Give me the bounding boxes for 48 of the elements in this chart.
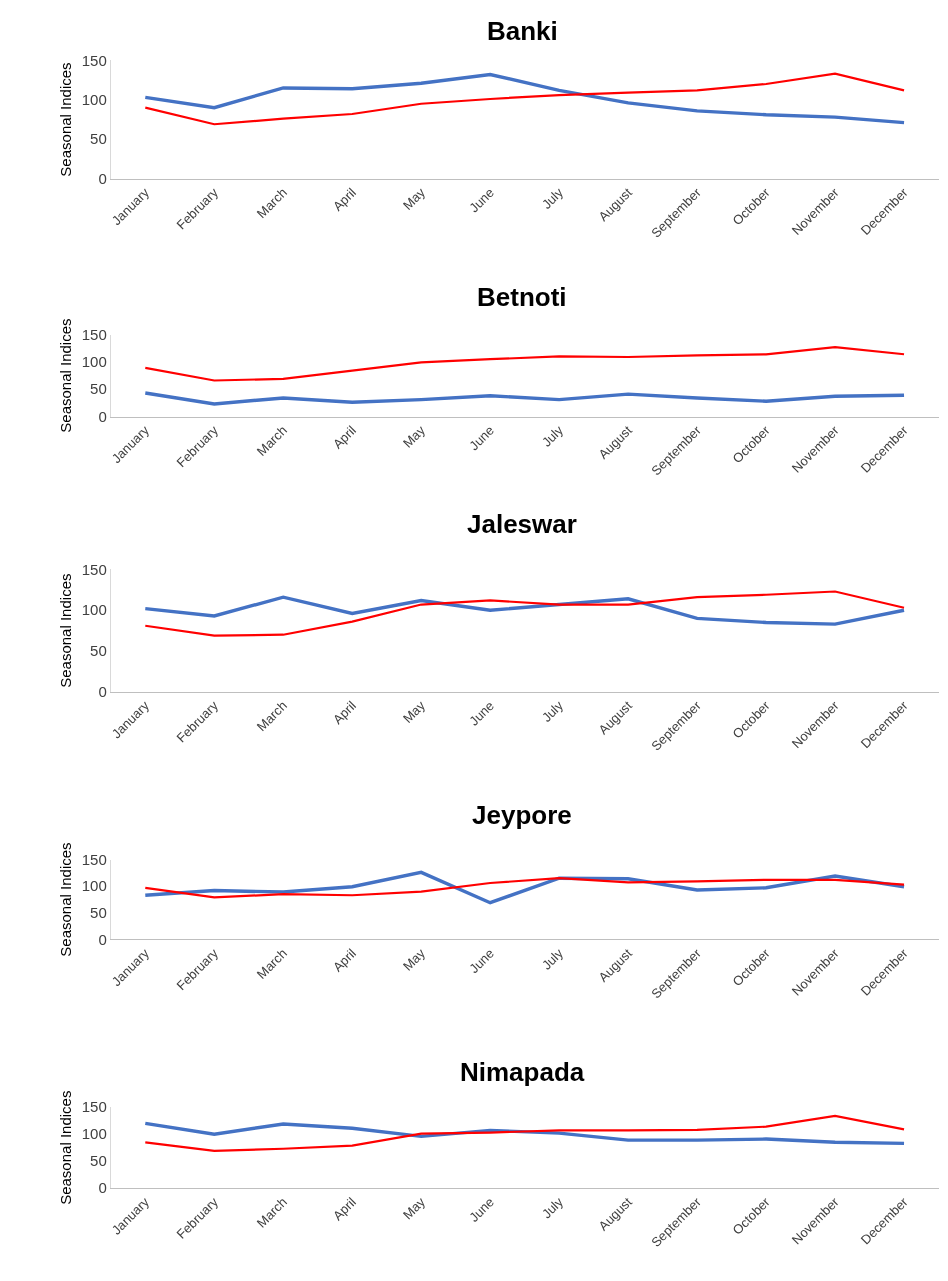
line-series (144, 877, 906, 899)
x-tick-label: May (399, 945, 429, 974)
line-series (143, 595, 906, 626)
y-tick-label: 100 (81, 91, 107, 109)
chart-title: Jeypore (472, 800, 572, 830)
chart-title: Jaleswar (467, 509, 577, 539)
y-tick-label: 50 (90, 904, 107, 922)
line-series (144, 346, 906, 382)
y-tick-label: 0 (98, 1179, 107, 1197)
y-tick-label: 50 (90, 642, 107, 660)
y-tick-label: 0 (98, 169, 107, 187)
y-tick-label: 150 (81, 1098, 107, 1116)
y-axis-title: Seasonal Indices (57, 62, 75, 177)
x-tick-label: May (399, 1194, 429, 1223)
x-tick-label: May (399, 422, 429, 451)
y-tick-label: 50 (90, 130, 107, 148)
x-tick-label: June (466, 184, 497, 216)
y-tick-label: 50 (90, 380, 107, 398)
y-axis-title: Seasonal Indices (57, 1090, 75, 1205)
y-tick-label: 150 (81, 51, 107, 69)
x-tick-label: July (538, 184, 567, 212)
chart-title: Betnoti (477, 282, 567, 312)
y-tick-label: 50 (90, 1152, 107, 1170)
x-tick-label: July (538, 945, 567, 973)
y-tick-label: 100 (81, 601, 107, 619)
chart-title: Banki (487, 16, 558, 46)
x-tick-label: May (399, 184, 429, 213)
y-tick-label: 0 (98, 407, 107, 425)
y-tick-label: 100 (81, 1125, 107, 1143)
y-tick-label: 0 (98, 930, 107, 948)
y-tick-label: 150 (81, 325, 107, 343)
y-tick-label: 0 (98, 683, 107, 701)
y-axis-title: Seasonal Indices (57, 573, 75, 688)
y-tick-label: 100 (81, 353, 107, 371)
line-series (143, 1121, 906, 1146)
line-series (144, 1114, 906, 1153)
line-series (144, 590, 906, 637)
y-tick-label: 150 (81, 850, 107, 868)
y-axis-title: Seasonal Indices (57, 318, 75, 433)
y-tick-label: 150 (81, 560, 107, 578)
x-tick-label: July (538, 1194, 567, 1222)
y-tick-label: 100 (81, 877, 107, 895)
x-tick-label: July (538, 697, 567, 725)
y-axis-title: Seasonal Indices (57, 842, 75, 957)
x-tick-label: May (399, 697, 429, 726)
line-series (143, 391, 906, 406)
chart-title: Nimapada (460, 1057, 585, 1087)
x-tick-label: July (538, 422, 567, 450)
